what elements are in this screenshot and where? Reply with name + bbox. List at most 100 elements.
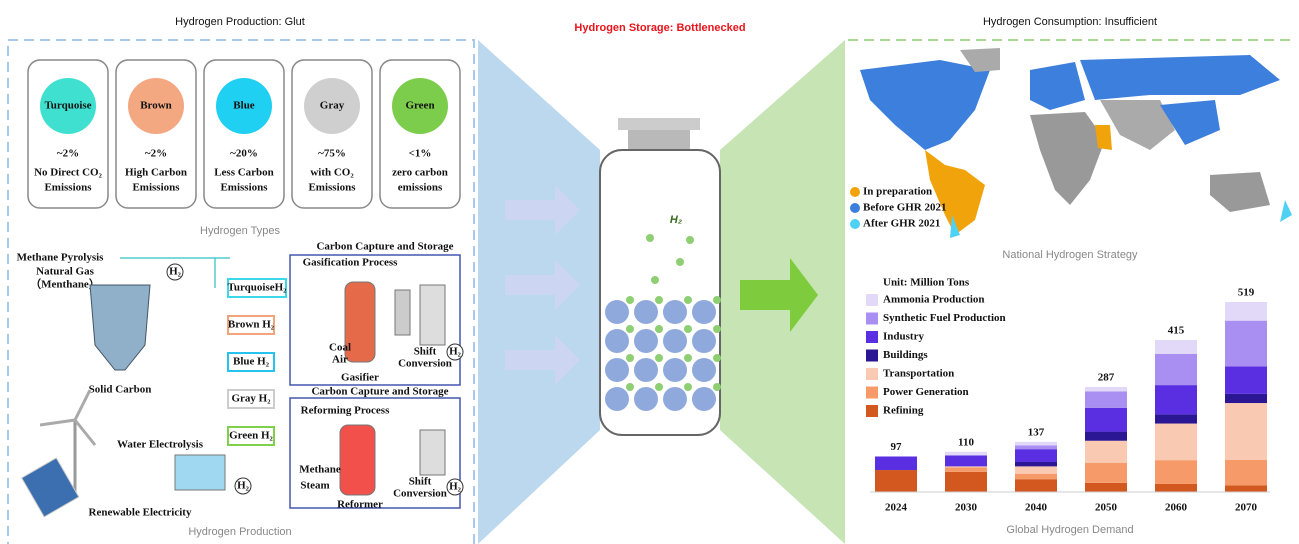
caption: National Hydrogen Strategy — [1002, 249, 1138, 261]
atom — [626, 325, 634, 333]
x-tick-label: 2060 — [1165, 502, 1188, 514]
bar-segment — [1155, 424, 1197, 461]
caption: Global Hydrogen Demand — [1006, 524, 1133, 536]
label: Solid Carbon — [89, 384, 152, 396]
atom — [686, 236, 694, 244]
badge-label: H₂ — [237, 480, 250, 492]
type-note: No Direct CO₂ — [34, 167, 103, 179]
total-label: 415 — [1168, 325, 1185, 337]
molecule — [605, 387, 629, 411]
badge-label: H₂ — [449, 346, 462, 358]
legend-label: Buildings — [883, 349, 928, 361]
legend-dot — [850, 219, 860, 229]
molecule — [663, 387, 687, 411]
legend-label: Ammonia Production — [883, 294, 985, 306]
bar-segment — [875, 470, 917, 492]
bar-segment — [945, 455, 987, 466]
legend-dot — [850, 203, 860, 213]
legend-label: Power Generation — [883, 386, 969, 398]
electrolyzer — [175, 455, 225, 490]
atom — [713, 325, 721, 333]
bar-segment — [1225, 302, 1267, 321]
type-note: Emissions — [132, 182, 180, 194]
atom — [651, 276, 659, 284]
label: Shift — [409, 476, 432, 488]
atom — [684, 296, 692, 304]
atom — [655, 383, 663, 391]
badge-label: H₂ — [169, 266, 182, 278]
bar-segment — [1085, 432, 1127, 441]
molecule — [634, 300, 658, 324]
type-note: Emissions — [220, 182, 268, 194]
label: Carbon Capture and Storage — [311, 386, 448, 398]
label: Conversion — [393, 488, 447, 500]
atom — [626, 296, 634, 304]
shift-shape — [395, 290, 410, 335]
atom — [713, 383, 721, 391]
molecule — [692, 358, 716, 382]
bar-segment — [1015, 446, 1057, 450]
legend-label: Industry — [883, 331, 924, 343]
type-note: with CO₂ — [310, 167, 354, 179]
reformer-shape — [340, 425, 375, 495]
label: Reforming Process — [301, 405, 390, 417]
bar-segment — [1015, 474, 1057, 479]
panel-title: Hydrogen Production: Glut — [175, 16, 305, 28]
output-label: Blue H₂ — [233, 356, 270, 368]
label: Reformer — [337, 499, 383, 511]
bar-segment — [945, 467, 987, 471]
atom — [655, 325, 663, 333]
turbine-blades — [40, 390, 95, 445]
label: Natural Gas — [36, 266, 94, 278]
bar-segment — [1015, 479, 1057, 492]
molecule — [692, 387, 716, 411]
panel-title: Hydrogen Consumption: Insufficient — [983, 16, 1157, 28]
atom — [713, 354, 721, 362]
legend-label: Refining — [883, 405, 924, 417]
output-label: Gray H₂ — [231, 393, 271, 405]
atom — [684, 383, 692, 391]
type-name: Blue — [233, 100, 255, 112]
molecule — [605, 329, 629, 353]
type-share: ~20% — [230, 148, 258, 160]
label: Shift — [414, 346, 437, 358]
legend-swatch — [866, 294, 878, 306]
infographic: Hydrogen Production: GlutHydrogen Storag… — [0, 0, 1299, 544]
type-share: ~2% — [145, 148, 167, 160]
atom — [713, 296, 721, 304]
atom — [676, 258, 684, 266]
label: Air — [332, 354, 348, 366]
legend-swatch — [866, 313, 878, 325]
bar-segment — [1155, 354, 1197, 385]
legend-label: In preparation — [863, 186, 932, 198]
type-name: Turquoise — [44, 100, 91, 112]
label: Conversion — [398, 358, 452, 370]
total-label: 287 — [1098, 371, 1115, 383]
type-share: <1% — [409, 148, 432, 160]
type-note: High Carbon — [125, 167, 187, 179]
label: Methane Pyrolysis — [17, 252, 105, 264]
bar-segment — [1015, 462, 1057, 466]
bar-segment — [1085, 391, 1127, 407]
atom — [684, 354, 692, 362]
bar-segment — [1225, 366, 1267, 393]
x-tick-label: 2024 — [885, 502, 908, 514]
bar-segment — [875, 456, 917, 470]
bar-segment — [1085, 483, 1127, 492]
label: Water Electrolysis — [117, 439, 204, 451]
legend-swatch — [866, 405, 878, 417]
solar-panel — [22, 458, 79, 517]
bar-segment — [1015, 442, 1057, 446]
label: Steam — [300, 480, 329, 492]
x-tick-label: 2070 — [1235, 502, 1258, 514]
type-name: Brown — [140, 100, 172, 112]
type-note: emissions — [398, 182, 443, 194]
badge-label: H₂ — [449, 481, 462, 493]
output-label: Green H₂ — [229, 430, 273, 442]
label: （Menthane） — [30, 278, 100, 291]
bar-segment — [945, 466, 987, 467]
bar-segment — [1085, 463, 1127, 483]
molecule — [634, 329, 658, 353]
tank-neck — [628, 130, 690, 152]
atom — [684, 325, 692, 333]
